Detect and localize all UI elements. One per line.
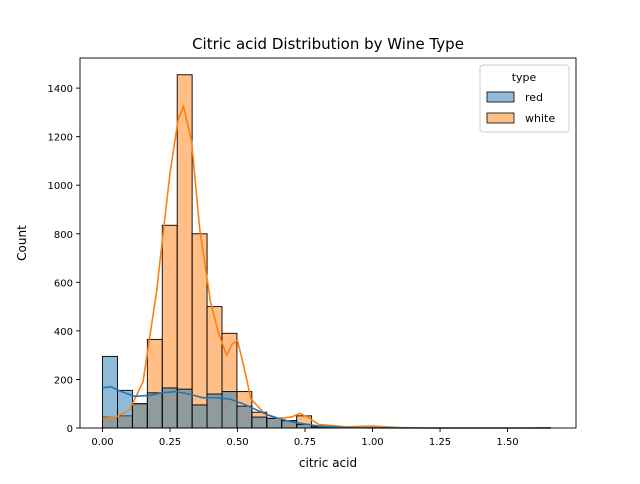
y-tick-label: 400 — [54, 327, 73, 338]
bar-red-7 — [207, 394, 222, 428]
y-axis-title: Count — [15, 225, 29, 261]
x-tick-label: 0.00 — [91, 437, 113, 448]
y-tick-label: 1000 — [48, 181, 73, 192]
bar-red-10 — [252, 417, 267, 428]
x-axis-title: citric acid — [299, 456, 357, 470]
bar-white-5 — [177, 75, 192, 428]
y-tick-label: 1400 — [48, 84, 73, 95]
legend-label-white: white — [525, 112, 555, 125]
x-tick-label: 1.00 — [361, 437, 383, 448]
legend-swatch-red — [487, 92, 514, 102]
y-tick-label: 0 — [67, 424, 73, 435]
x-axis: 0.00 0.25 0.50 0.75 1.00 1.25 1.50 — [91, 428, 518, 448]
bar-red-3 — [147, 393, 162, 428]
bar-red-2 — [132, 404, 147, 428]
y-tick-label: 1200 — [48, 133, 73, 144]
x-tick-label: 1.25 — [429, 437, 451, 448]
x-tick-label: 1.50 — [496, 437, 518, 448]
bar-red-4 — [162, 388, 177, 428]
bar-red-8 — [222, 392, 237, 428]
chart-title: Citric acid Distribution by Wine Type — [192, 35, 464, 53]
y-axis: 0 200 400 600 800 1000 1200 1400 — [48, 84, 80, 435]
y-tick-label: 200 — [54, 375, 73, 386]
y-tick-label: 600 — [54, 278, 73, 289]
x-tick-label: 0.25 — [159, 437, 181, 448]
bar-red-11 — [267, 418, 282, 428]
legend-swatch-white — [487, 113, 514, 123]
legend: type red white — [480, 65, 569, 132]
bar-red-9 — [237, 406, 252, 428]
legend-label-red: red — [525, 91, 543, 104]
legend-title: type — [512, 71, 537, 84]
x-tick-label: 0.50 — [226, 437, 248, 448]
x-tick-label: 0.75 — [294, 437, 316, 448]
y-tick-label: 800 — [54, 230, 73, 241]
bar-red-6 — [192, 405, 207, 428]
